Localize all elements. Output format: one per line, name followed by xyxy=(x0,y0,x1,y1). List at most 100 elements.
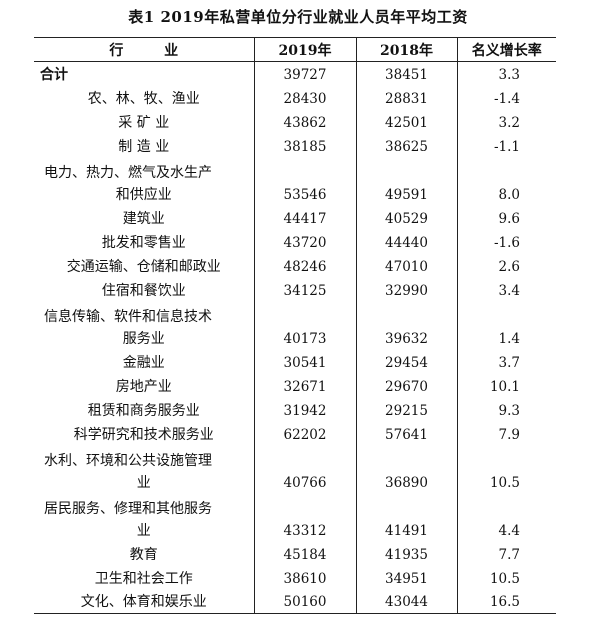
row-industry: 居民服务、修理和其他服务 业 xyxy=(34,494,254,542)
table-row: 电力、热力、燃气及水生产 和供应业 53546 49591 8.0 xyxy=(34,157,556,206)
table-row: 居民服务、修理和其他服务 业 43312 41491 4.4 xyxy=(34,493,556,542)
table-row: 制 造 业 38185 38625 -1.1 xyxy=(34,133,556,158)
row-rate: 3.2 xyxy=(456,109,556,134)
table-row: 信息传输、软件和信息技术 服务业 40173 39632 1.4 xyxy=(34,301,556,350)
row-industry: 卫生和社会工作 xyxy=(94,570,193,587)
row-industry: 信息传输、软件和信息技术 服务业 xyxy=(34,302,254,350)
row-rate: -1.1 xyxy=(456,133,556,158)
row-2019: 32671 xyxy=(253,373,356,398)
row-rate: 16.5 xyxy=(456,589,556,614)
table-row: 建筑业 44417 40529 9.6 xyxy=(34,205,556,230)
row-2018: 47010 xyxy=(355,253,457,278)
header-industry: 行 业 xyxy=(34,37,254,62)
row-2019: 62202 xyxy=(253,421,356,446)
row-industry-line2: 服务业 xyxy=(122,330,165,347)
row-rate: 10.1 xyxy=(456,373,556,398)
row-2018: 28831 xyxy=(355,85,457,110)
row-2019: 28430 xyxy=(253,85,356,110)
row-rate: 7.9 xyxy=(456,421,556,446)
row-rate: 8.0 xyxy=(456,157,556,206)
row-industry: 住宿和餐饮业 xyxy=(101,282,186,299)
row-2018: 49591 xyxy=(355,157,457,206)
row-2019: 50160 xyxy=(253,589,356,614)
row-industry: 房地产业 xyxy=(115,378,172,395)
table-row: 水利、环境和公共设施管理 业 40766 36890 10.5 xyxy=(34,445,556,494)
table-row: 文化、体育和娱乐业 50160 43044 16.5 xyxy=(34,589,556,614)
row-2019: 31942 xyxy=(253,397,356,422)
row-industry-line1: 居民服务、修理和其他服务 xyxy=(44,500,212,517)
header-row: 行 业 2019年 2018年 名义增长率 xyxy=(34,37,556,62)
row-2018: 43044 xyxy=(355,589,457,614)
row-industry-line2: 和供应业 xyxy=(115,186,172,203)
row-industry: 文化、体育和娱乐业 xyxy=(34,589,254,614)
row-2019: 40766 xyxy=(253,445,356,494)
table-row: 住宿和餐饮业 34125 32990 3.4 xyxy=(34,277,556,302)
row-rate: -1.6 xyxy=(456,229,556,254)
row-industry: 批发和零售业 xyxy=(101,234,186,251)
row-industry: 金融业 xyxy=(122,354,165,371)
row-2018: 29215 xyxy=(355,397,457,422)
row-2018: 40529 xyxy=(355,205,457,230)
row-industry-line2: 业 xyxy=(136,474,151,491)
row-rate: 1.4 xyxy=(456,301,556,350)
row-rate: 4.4 xyxy=(456,493,556,542)
table-title: 表1 2019年私营单位分行业就业人员年平均工资 xyxy=(128,8,468,26)
table-row: 租赁和商务服务业 31942 29215 9.3 xyxy=(34,397,556,422)
table-row: 农、林、牧、渔业 28430 28831 -1.4 xyxy=(34,85,556,110)
row-industry-line2: 业 xyxy=(136,522,151,539)
header-growth-rate: 名义增长率 xyxy=(456,37,556,62)
row-2019: 53546 xyxy=(253,157,356,206)
table-row: 批发和零售业 43720 44440 -1.6 xyxy=(34,229,556,254)
row-2018: 42501 xyxy=(355,109,457,134)
row-2018: 41935 xyxy=(355,541,457,566)
row-industry: 电力、热力、燃气及水生产 和供应业 xyxy=(34,158,254,206)
row-2019: 43720 xyxy=(253,229,356,254)
row-industry-line1: 水利、环境和公共设施管理 xyxy=(44,452,212,469)
table-row: 卫生和社会工作 38610 34951 10.5 xyxy=(34,565,556,590)
row-2018: 36890 xyxy=(355,445,457,494)
row-2019: 43862 xyxy=(253,109,356,134)
row-rate: 10.5 xyxy=(456,445,556,494)
row-rate: 10.5 xyxy=(456,565,556,590)
row-2019: 38610 xyxy=(253,565,356,590)
table-row-total: 合计 39727 38451 3.3 xyxy=(34,61,556,86)
row-2018: 44440 xyxy=(355,229,457,254)
table-row: 金融业 30541 29454 3.7 xyxy=(34,349,556,374)
table-row: 房地产业 32671 29670 10.1 xyxy=(34,373,556,398)
row-industry: 科学研究和技术服务业 xyxy=(73,426,214,443)
row-2019: 43312 xyxy=(253,493,356,542)
row-rate: 3.3 xyxy=(456,61,556,86)
row-2018: 32990 xyxy=(355,277,457,302)
row-industry: 建筑业 xyxy=(122,210,165,227)
table-row: 采 矿 业 43862 42501 3.2 xyxy=(34,109,556,134)
row-industry-line1: 信息传输、软件和信息技术 xyxy=(44,308,212,325)
row-industry-line1: 电力、热力、燃气及水生产 xyxy=(44,164,212,181)
row-2019: 48246 xyxy=(253,253,356,278)
row-rate: 2.6 xyxy=(456,253,556,278)
row-2018: 38625 xyxy=(355,133,457,158)
row-2019: 38185 xyxy=(253,133,356,158)
row-industry: 教育 xyxy=(129,546,158,563)
row-industry: 水利、环境和公共设施管理 业 xyxy=(34,446,254,494)
row-2019: 39727 xyxy=(253,61,356,86)
row-industry: 租赁和商务服务业 xyxy=(87,402,200,419)
row-2018: 57641 xyxy=(355,421,457,446)
row-rate: 9.6 xyxy=(456,205,556,230)
row-2019: 45184 xyxy=(253,541,356,566)
header-2018: 2018年 xyxy=(355,37,457,62)
row-rate: 9.3 xyxy=(456,397,556,422)
row-2019: 30541 xyxy=(253,349,356,374)
row-2018: 39632 xyxy=(355,301,457,350)
row-industry: 制 造 业 xyxy=(118,138,170,155)
row-industry: 交通运输、仓储和邮政业 xyxy=(66,258,221,275)
row-2018: 41491 xyxy=(355,493,457,542)
row-2019: 40173 xyxy=(253,301,356,350)
table-row: 交通运输、仓储和邮政业 48246 47010 2.6 xyxy=(34,253,556,278)
row-2018: 29454 xyxy=(355,349,457,374)
header-2019: 2019年 xyxy=(253,37,356,62)
table-row: 教育 45184 41935 7.7 xyxy=(34,541,556,566)
row-2019: 34125 xyxy=(253,277,356,302)
row-rate: 3.4 xyxy=(456,277,556,302)
row-2019: 44417 xyxy=(253,205,356,230)
row-industry: 采 矿 业 xyxy=(118,114,170,131)
